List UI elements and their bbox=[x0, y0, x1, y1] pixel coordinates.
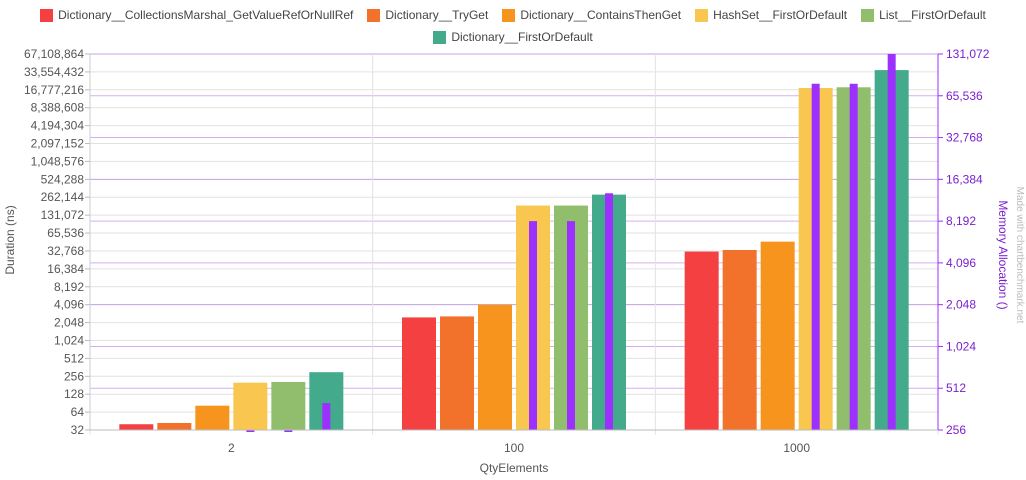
watermark: Made with chartbenchmark.net bbox=[1014, 187, 1025, 324]
legend-label: HashSet__FirstOrDefault bbox=[713, 8, 848, 22]
y-tick-label: 1,048,576 bbox=[31, 154, 85, 168]
y2-axis-label: Memory Allocation () bbox=[996, 200, 1010, 309]
legend-item[interactable]: List__FirstOrDefault bbox=[861, 8, 986, 22]
y-axis-label: Duration (ns) bbox=[3, 205, 17, 274]
legend-item[interactable]: HashSet__FirstOrDefault bbox=[695, 8, 847, 22]
legend-label: Dictionary__TryGet bbox=[385, 8, 489, 22]
bar bbox=[722, 249, 757, 430]
legend-swatch bbox=[861, 8, 875, 22]
legend-swatch bbox=[367, 8, 381, 22]
y-tick-label: 1,024 bbox=[54, 333, 84, 347]
memory-bar bbox=[529, 221, 537, 430]
x-tick-label: 100 bbox=[504, 441, 524, 455]
legend-swatch bbox=[40, 8, 54, 22]
legend: Dictionary__CollectionsMarshal_GetValueR… bbox=[0, 4, 1026, 48]
y-tick-label: 67,108,864 bbox=[24, 47, 84, 61]
y-tick-label: 2,048 bbox=[54, 316, 84, 330]
legend-item[interactable]: Dictionary__FirstOrDefault bbox=[433, 30, 593, 44]
bar bbox=[233, 382, 268, 430]
y-tick-label: 8,388,608 bbox=[31, 101, 85, 115]
legend-swatch bbox=[502, 8, 516, 22]
grid-layer bbox=[89, 53, 939, 435]
memory-bar bbox=[284, 430, 293, 432]
y-tick-label: 16,777,216 bbox=[24, 83, 84, 97]
bar bbox=[478, 304, 512, 430]
legend-swatch bbox=[695, 8, 709, 22]
memory-bar bbox=[567, 221, 575, 430]
axes-layer: 32 64 128 256 512 1,024 2,048 4,096 8,192 16,384 3… bbox=[24, 47, 990, 455]
legend-row-1: Dictionary__CollectionsMarshal_GetValueR… bbox=[0, 4, 1026, 26]
y2-tick-label: 1,024 bbox=[946, 339, 976, 353]
legend-label: Dictionary__FirstOrDefault bbox=[451, 30, 593, 44]
bar bbox=[440, 316, 474, 430]
y2-tick-label: 131,072 bbox=[946, 47, 990, 61]
y-tick-label: 262,144 bbox=[41, 190, 85, 204]
memory-bar bbox=[322, 403, 331, 430]
y-tick-label: 4,194,304 bbox=[31, 119, 85, 133]
bar bbox=[157, 422, 192, 430]
memory-bars-layer bbox=[246, 54, 896, 432]
y2-tick-label: 4,096 bbox=[946, 256, 976, 270]
bar bbox=[195, 405, 230, 430]
legend-row-2: Dictionary__FirstOrDefault bbox=[0, 26, 1026, 48]
legend-label: List__FirstOrDefault bbox=[879, 8, 986, 22]
y-tick-label: 256 bbox=[64, 369, 84, 383]
y-tick-label: 131,072 bbox=[41, 208, 85, 222]
legend-swatch bbox=[433, 30, 447, 44]
y-tick-label: 128 bbox=[64, 387, 84, 401]
y2-tick-label: 8,192 bbox=[946, 214, 976, 228]
y2-tick-label: 16,384 bbox=[946, 172, 983, 186]
memory-bar bbox=[849, 83, 858, 430]
bar bbox=[119, 424, 154, 430]
legend-item[interactable]: Dictionary__TryGet bbox=[367, 8, 488, 22]
legend-label: Dictionary__ContainsThenGet bbox=[520, 8, 682, 22]
bar bbox=[684, 251, 719, 430]
bar bbox=[271, 382, 306, 430]
y2-tick-label: 512 bbox=[946, 381, 966, 395]
y-tick-label: 16,384 bbox=[47, 262, 84, 276]
y-tick-label: 32 bbox=[71, 423, 85, 437]
legend-item[interactable]: Dictionary__ContainsThenGet bbox=[502, 8, 681, 22]
y2-tick-label: 32,768 bbox=[946, 131, 983, 145]
legend-item[interactable]: Dictionary__CollectionsMarshal_GetValueR… bbox=[40, 8, 353, 22]
y-tick-label: 32,768 bbox=[47, 244, 84, 258]
bar bbox=[402, 317, 436, 430]
x-tick-label: 2 bbox=[228, 441, 235, 455]
legend-label: Dictionary__CollectionsMarshal_GetValueR… bbox=[58, 8, 354, 22]
y2-tick-label: 2,048 bbox=[946, 298, 976, 312]
memory-bar bbox=[811, 83, 820, 430]
y-tick-label: 8,192 bbox=[54, 280, 84, 294]
memory-bar bbox=[887, 54, 896, 430]
y2-tick-label: 256 bbox=[946, 423, 966, 437]
x-axis-label: QtyElements bbox=[480, 461, 549, 475]
y-tick-label: 64 bbox=[71, 405, 85, 419]
memory-bar bbox=[605, 193, 613, 430]
y-tick-label: 65,536 bbox=[47, 226, 84, 240]
y2-tick-label: 65,536 bbox=[946, 89, 983, 103]
y-tick-label: 4,096 bbox=[54, 298, 84, 312]
x-tick-label: 1000 bbox=[783, 441, 810, 455]
y-tick-label: 33,554,432 bbox=[24, 65, 84, 79]
memory-bar bbox=[246, 430, 255, 432]
y-tick-label: 512 bbox=[64, 351, 84, 365]
bar bbox=[760, 241, 795, 430]
y-tick-label: 524,288 bbox=[41, 172, 85, 186]
y-tick-label: 2,097,152 bbox=[31, 137, 85, 151]
